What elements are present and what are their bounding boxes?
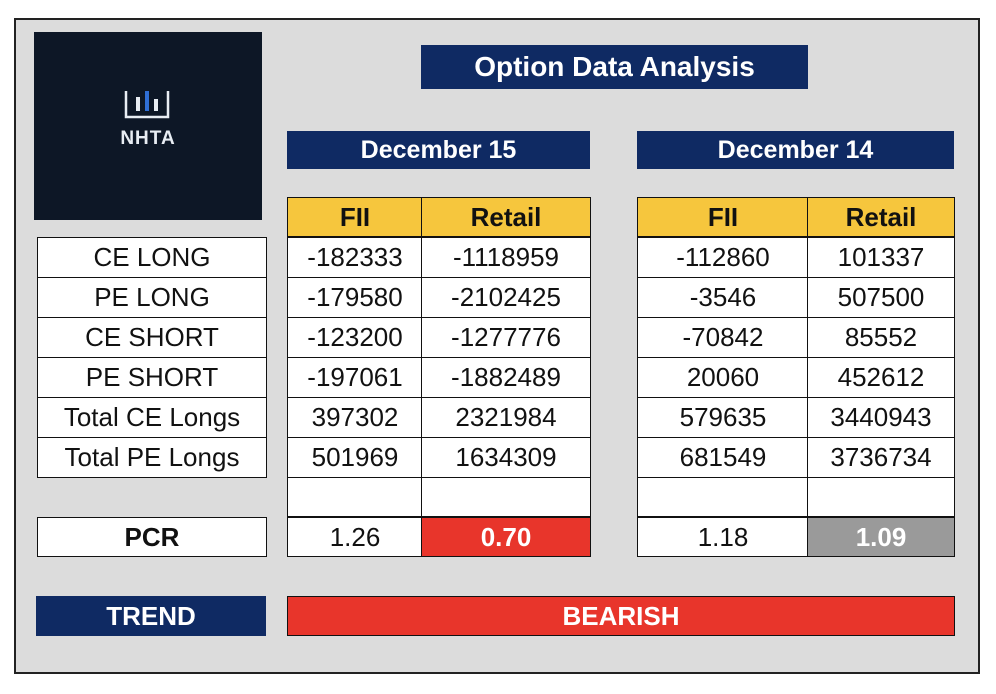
row-label-pe-long: PE LONG xyxy=(37,277,267,318)
pcr-label: PCR xyxy=(37,517,267,557)
pcr-fii-value: 1.26 xyxy=(287,517,423,557)
trend-label: TREND xyxy=(36,596,266,636)
date-header-right: December 14 xyxy=(637,131,954,169)
table-cell: 507500 xyxy=(807,277,955,318)
table-cell: 85552 xyxy=(807,317,955,358)
table-cell: -1118959 xyxy=(421,237,591,278)
table-cell: 501969 xyxy=(287,437,423,478)
row-label-total-ce-longs: Total CE Longs xyxy=(37,397,267,438)
pcr-retail-value: 1.09 xyxy=(807,517,955,557)
table-cell: -123200 xyxy=(287,317,423,358)
table-cell: 3440943 xyxy=(807,397,955,438)
row-label-total-pe-longs: Total PE Longs xyxy=(37,437,267,478)
table-cell: 397302 xyxy=(287,397,423,438)
empty-cell xyxy=(421,477,591,517)
table-cell: 101337 xyxy=(807,237,955,278)
table-cell: 3736734 xyxy=(807,437,955,478)
date-header-left: December 15 xyxy=(287,131,590,169)
row-label-ce-short: CE SHORT xyxy=(37,317,267,358)
table-cell: 452612 xyxy=(807,357,955,398)
fii-header: FII xyxy=(287,197,423,237)
fii-header: FII xyxy=(637,197,809,237)
table-cell: -2102425 xyxy=(421,277,591,318)
table-cell: 681549 xyxy=(637,437,809,478)
empty-cell xyxy=(807,477,955,517)
logo-text: NHTA xyxy=(120,128,176,149)
page-title: Option Data Analysis xyxy=(421,45,808,89)
table-cell: -70842 xyxy=(637,317,809,358)
trend-value: BEARISH xyxy=(287,596,955,636)
retail-header: Retail xyxy=(807,197,955,237)
pcr-retail-value: 0.70 xyxy=(421,517,591,557)
nhta-logo: NHTA xyxy=(34,32,262,220)
table-cell: -179580 xyxy=(287,277,423,318)
candlestick-chart-icon xyxy=(124,91,170,119)
table-cell: -1277776 xyxy=(421,317,591,358)
retail-header: Retail xyxy=(421,197,591,237)
row-label-pe-short: PE SHORT xyxy=(37,357,267,398)
table-cell: 579635 xyxy=(637,397,809,438)
table-cell: -112860 xyxy=(637,237,809,278)
pcr-fii-value: 1.18 xyxy=(637,517,809,557)
empty-cell xyxy=(287,477,423,517)
table-cell: -197061 xyxy=(287,357,423,398)
table-cell: 1634309 xyxy=(421,437,591,478)
empty-cell xyxy=(637,477,809,517)
row-label-ce-long: CE LONG xyxy=(37,237,267,278)
table-cell: 2321984 xyxy=(421,397,591,438)
table-cell: -1882489 xyxy=(421,357,591,398)
table-cell: 20060 xyxy=(637,357,809,398)
table-cell: -182333 xyxy=(287,237,423,278)
table-cell: -3546 xyxy=(637,277,809,318)
